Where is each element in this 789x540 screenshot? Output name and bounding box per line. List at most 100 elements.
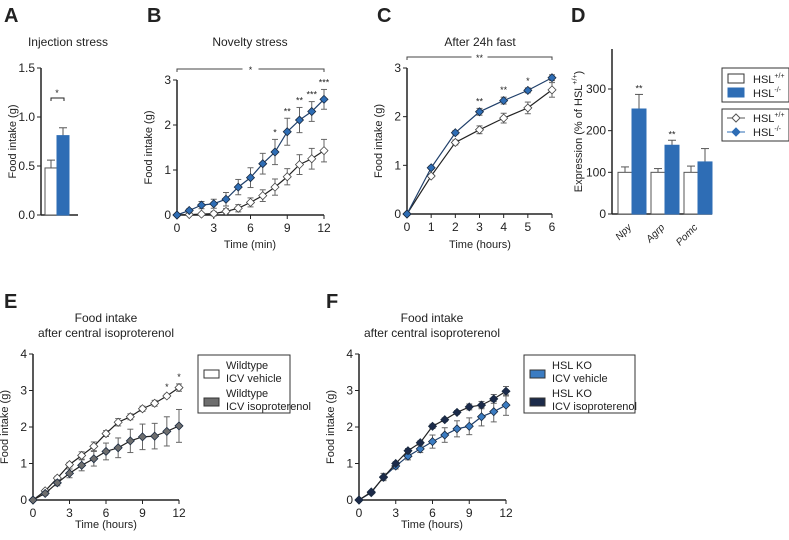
data-point (258, 159, 268, 169)
x-tick-label: 2 (452, 220, 459, 234)
data-point (499, 113, 509, 123)
y-tick-label: 2 (394, 110, 401, 124)
legend-label-sup: -/- (774, 87, 781, 94)
data-point (162, 426, 172, 436)
data-point (125, 436, 135, 446)
data-point (523, 103, 533, 113)
y-axis-label: Food intake (g) (143, 111, 155, 185)
bar (683, 171, 699, 215)
data-point (233, 203, 243, 213)
legend-label: HSL KO (552, 360, 592, 372)
y-tick-label: 0 (346, 493, 353, 507)
legend-box (523, 354, 636, 414)
data-point (209, 199, 219, 209)
data-point (294, 160, 305, 170)
bracket-gap (242, 64, 259, 74)
panel-label: C (377, 5, 391, 27)
y-tick-label: 2 (164, 118, 171, 132)
significance-star: ** (500, 85, 508, 95)
bar (697, 161, 713, 215)
chart-title: Novelty stress (212, 35, 287, 49)
y-tick-label: 300 (586, 82, 606, 96)
legend-label: ICV vehicle (552, 373, 608, 385)
chart-title: After 24h fast (444, 35, 516, 49)
data-point (415, 444, 425, 454)
y-label-main: Expression (% of HSL (573, 85, 585, 193)
y-tick-label: 1 (164, 163, 171, 177)
data-point (415, 438, 425, 448)
legend-label: Wildtype (226, 388, 268, 400)
data-point (523, 85, 533, 95)
data-point (196, 209, 207, 219)
y-tick-label: 1.0 (18, 110, 35, 124)
legend-swatch (203, 397, 220, 407)
data-point (440, 430, 450, 440)
bar (664, 144, 680, 215)
bar (631, 108, 647, 215)
y-tick-label: 0 (394, 207, 401, 221)
data-point (89, 441, 99, 451)
y-tick-label: 1.5 (18, 61, 35, 75)
data-point (489, 394, 499, 404)
legend-swatch (529, 369, 546, 379)
panel-label: B (147, 5, 161, 27)
data-point (474, 125, 485, 135)
y-label-close: ) (573, 71, 585, 75)
significance-star: ** (476, 53, 484, 63)
legend-label-main: HSL (753, 113, 774, 125)
y-axis-label: Food intake (g) (373, 104, 385, 178)
legend-swatch (203, 369, 220, 379)
legend-label: HSL-/- (753, 126, 782, 139)
data-point (403, 451, 413, 461)
chart-title: Injection stress (28, 35, 108, 49)
bar (617, 171, 633, 215)
y-label-sup: +/+ (572, 74, 579, 84)
data-point (489, 407, 499, 417)
data-point (319, 146, 329, 156)
significance-star: ** (635, 83, 643, 93)
significance-star: * (177, 372, 181, 382)
legend-label: HSL-/- (753, 87, 782, 100)
data-point (113, 417, 123, 427)
x-tick-label: 12 (172, 506, 186, 520)
x-axis-label: Time (hours) (75, 519, 137, 531)
y-tick-label: 100 (586, 165, 606, 179)
panel-label: A (4, 5, 18, 27)
panel-label: F (326, 291, 338, 313)
data-point (245, 173, 256, 183)
data-point (474, 107, 485, 117)
data-point (174, 421, 184, 431)
x-axis-label: Time (hours) (401, 519, 463, 531)
y-tick-label: 3 (20, 384, 27, 398)
x-tick-label: 0 (356, 506, 363, 520)
y-tick-label: 2 (20, 420, 27, 434)
series-line (358, 404, 507, 501)
data-point (28, 495, 38, 505)
y-tick-label: 1 (394, 158, 401, 172)
data-point (172, 210, 182, 220)
data-point (403, 446, 413, 456)
y-axis-label: Expression (% of HSL+/+) (572, 71, 585, 192)
bar (44, 167, 58, 216)
data-point (464, 402, 474, 412)
data-point (40, 488, 50, 498)
data-point (245, 197, 256, 207)
x-tick-label: 0 (30, 506, 37, 520)
legend-marker (731, 127, 741, 137)
data-point (450, 137, 460, 148)
chart-title: Food intake (401, 311, 464, 325)
data-point (282, 127, 292, 137)
data-point (184, 205, 194, 216)
data-point (101, 429, 111, 439)
chart-title: Food intake (75, 311, 138, 325)
significance-star: *** (306, 90, 317, 100)
data-point (426, 171, 436, 181)
x-axis-label: Time (hours) (449, 239, 511, 251)
y-tick-label: 1 (346, 457, 353, 471)
significance-star: ** (476, 96, 484, 106)
y-axis-label: Food intake (g) (325, 390, 337, 464)
x-tick-label: 5 (524, 220, 531, 234)
data-point (452, 424, 462, 434)
